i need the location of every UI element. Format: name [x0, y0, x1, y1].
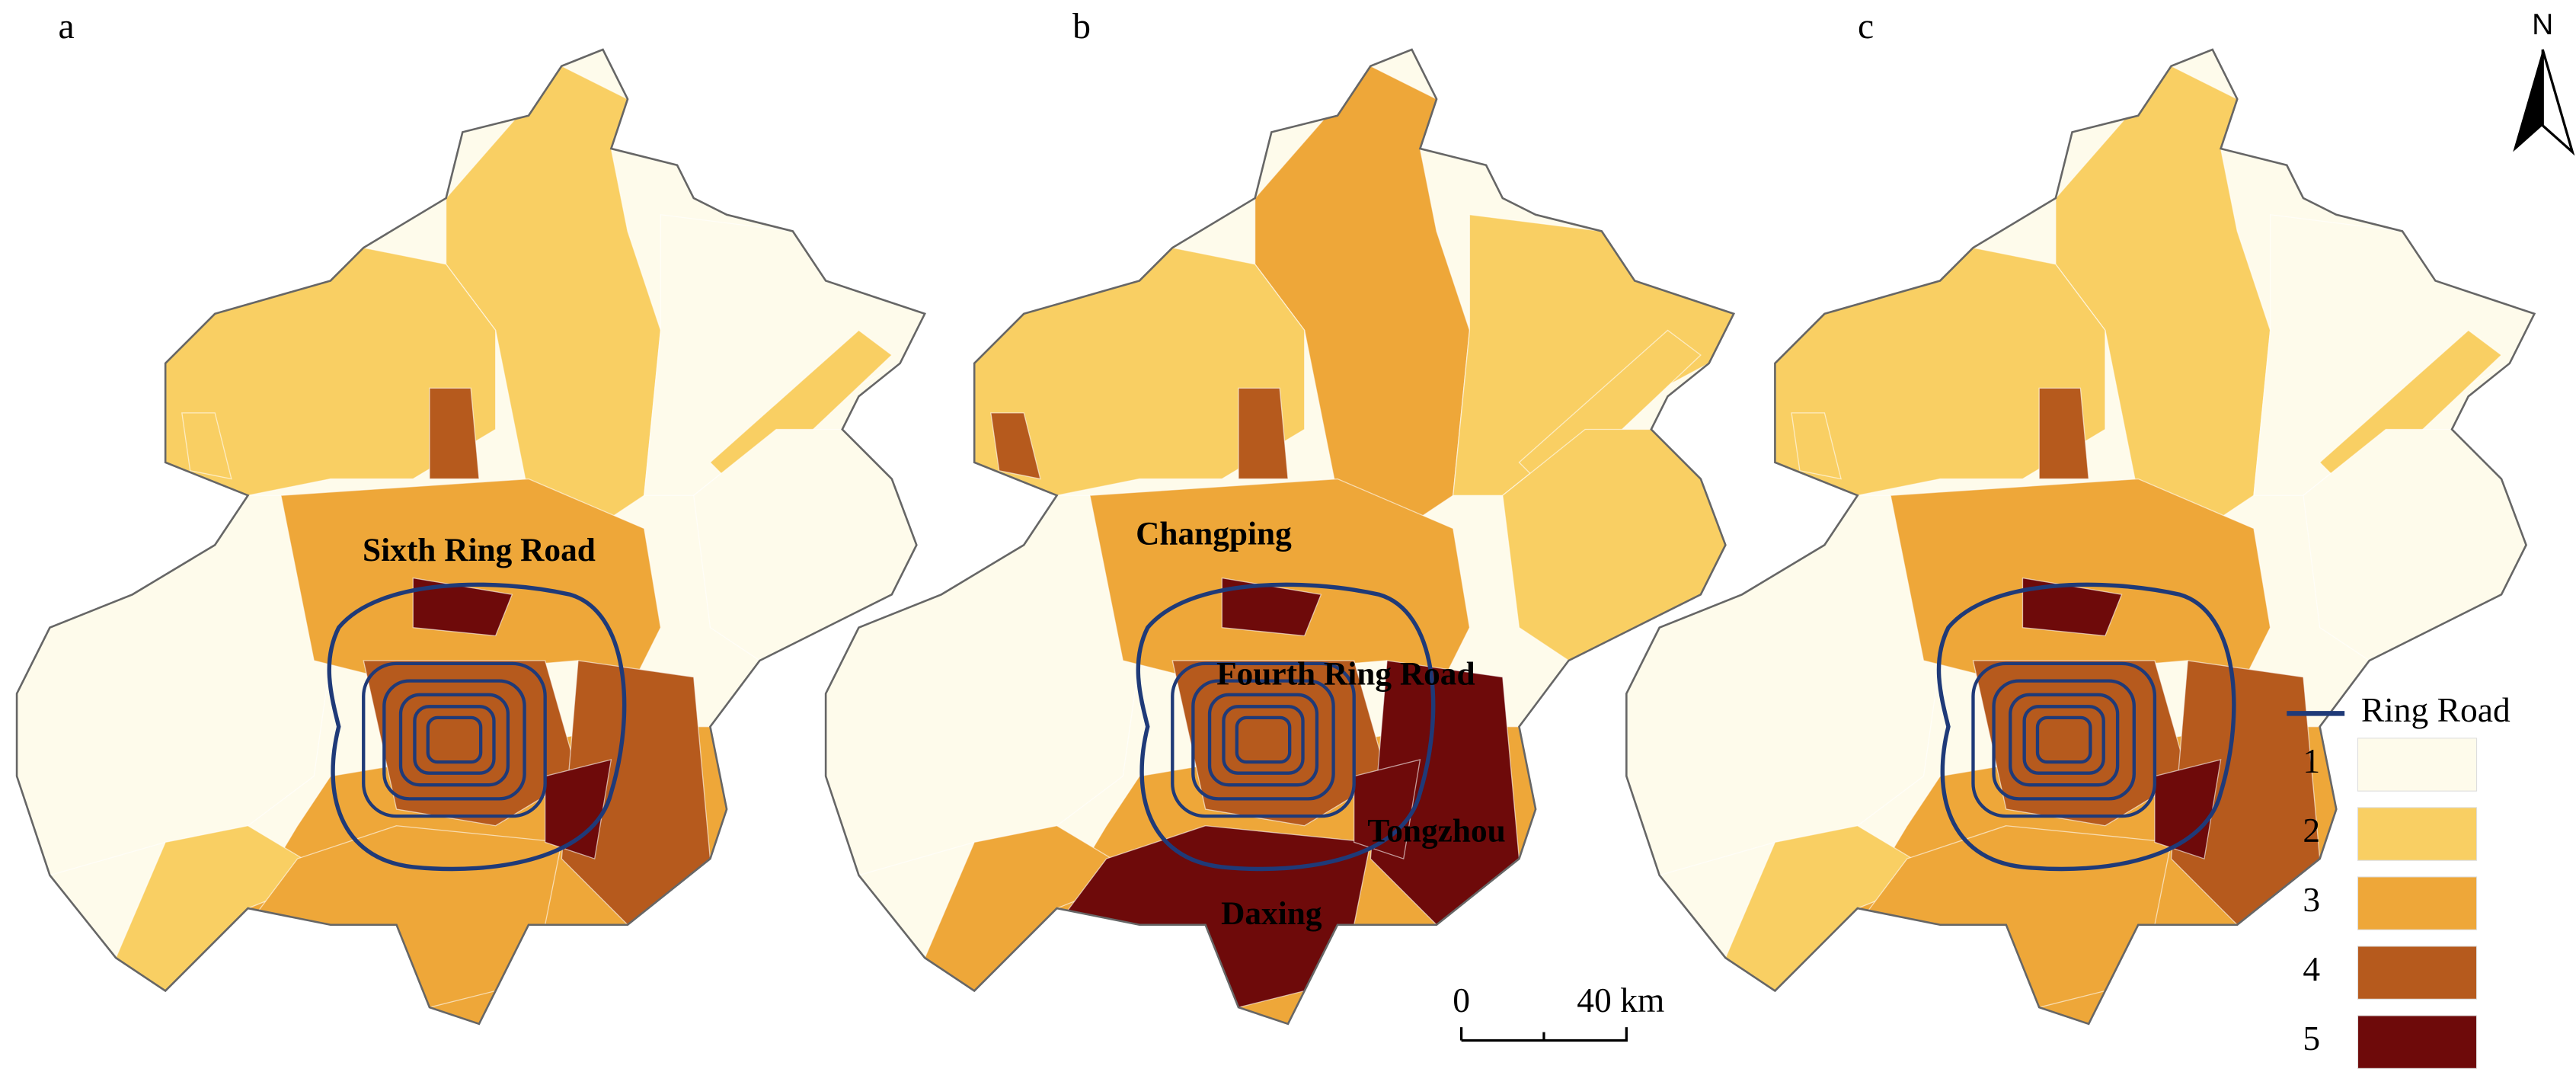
panel-label: c — [1858, 7, 1874, 46]
legend-label: 2 — [2303, 811, 2320, 850]
ring-road — [327, 582, 627, 872]
region — [2021, 577, 2123, 637]
ring-road — [1207, 693, 1319, 787]
ring-road — [426, 715, 483, 764]
boundary — [824, 48, 1736, 1026]
ring-road — [2022, 705, 2105, 775]
map-annotation: Daxing — [1221, 895, 1322, 932]
region — [1791, 412, 1842, 480]
region — [1221, 577, 1322, 637]
ring-road — [1936, 582, 2236, 872]
ring-road — [1171, 661, 1356, 818]
scale-end: 40 km — [1577, 981, 1664, 1019]
legend-swatch — [2357, 738, 2478, 792]
ring-road — [398, 693, 510, 787]
region — [2038, 387, 2089, 480]
boundary — [15, 48, 926, 1026]
legend-label: 1 — [2303, 741, 2320, 780]
scale-start: 0 — [1453, 981, 1470, 1019]
ring-road — [1191, 679, 1335, 801]
map-annotation: Changping — [1136, 515, 1292, 552]
legend-swatch — [2357, 1015, 2478, 1069]
ring-road — [1136, 582, 1436, 872]
map-annotation: Tongzhou — [1367, 813, 1505, 850]
arrow-right — [2541, 49, 2575, 156]
ring-road — [413, 705, 496, 775]
scale-bar: 0 40 km — [1453, 981, 1664, 1042]
region — [181, 412, 232, 480]
north-label: N — [2532, 8, 2553, 41]
legend: Ring Road 1 2 3 4 5 — [2287, 690, 2510, 1069]
map-panel: b Changping Fourth Ring Road Tongzhou Daxing — [824, 7, 1736, 1026]
ring-road — [362, 661, 547, 818]
ring-road — [1235, 715, 1292, 764]
ring-road — [2009, 693, 2120, 787]
panels: a Sixth Ring Road b Changping Fourth Ring Ro… — [15, 7, 2536, 1026]
map-annotation: Sixth Ring Road — [363, 532, 596, 568]
region — [1354, 759, 1421, 859]
ring-road — [1222, 705, 1305, 775]
region — [412, 577, 513, 637]
regions — [826, 50, 1734, 1024]
ring-road — [382, 679, 526, 801]
legend-label: 3 — [2303, 880, 2320, 919]
ring-road — [1971, 661, 2157, 818]
map-annotation: Fourth Ring Road — [1216, 656, 1475, 693]
legend-swatch — [2357, 807, 2478, 861]
panel-label: b — [1072, 7, 1091, 46]
region — [429, 387, 480, 480]
regions — [17, 50, 925, 1024]
region — [545, 759, 612, 859]
region — [1238, 387, 1289, 480]
legend-line-label: Ring Road — [2361, 690, 2510, 729]
legend-label: 5 — [2303, 1019, 2320, 1058]
arrow-left — [2513, 50, 2543, 152]
region — [990, 412, 1041, 480]
scale-line — [1459, 1027, 1628, 1042]
legend-swatch — [2357, 876, 2478, 930]
legend-label: 4 — [2303, 949, 2320, 988]
ring-road — [1992, 679, 2136, 801]
map-panel: a Sixth Ring Road — [15, 7, 926, 1026]
region — [2154, 759, 2222, 859]
legend-swatch — [2357, 946, 2478, 1000]
north-arrow: N — [2513, 8, 2575, 156]
ring-road — [2035, 715, 2092, 764]
panel-label: a — [59, 7, 75, 46]
boundary — [1625, 48, 2536, 1026]
map-panel: c — [1625, 7, 2536, 1026]
